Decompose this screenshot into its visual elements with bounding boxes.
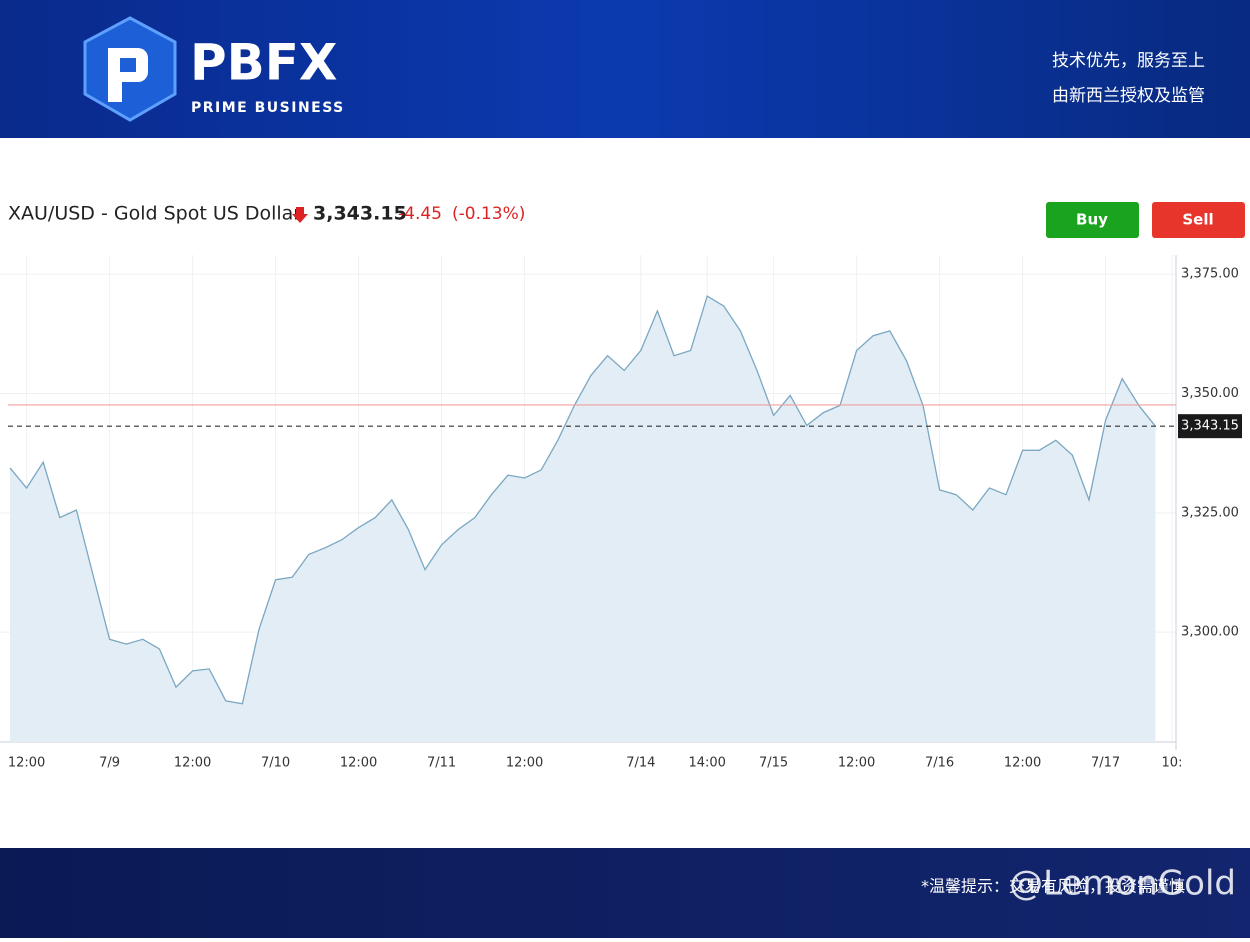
tagline: 技术优先，服务至上 (1052, 51, 1205, 71)
sell-label[interactable]: Sell (1182, 211, 1213, 229)
x-tick-label: 7/14 (626, 756, 655, 771)
buy-button[interactable] (1046, 202, 1139, 238)
footer-notice: *温馨提示：交易有风险，投资需谨慎 (921, 877, 1185, 896)
x-tick-label: 12:00 (1004, 756, 1041, 771)
brand-sub: PRIME BUSINESS (191, 100, 345, 116)
x-tick-label: 12:00 (174, 756, 211, 771)
footer-bg (0, 848, 1250, 938)
last-price-label: 3,343.15 (1181, 419, 1239, 434)
buy-label[interactable]: Buy (1076, 211, 1108, 229)
sell-button[interactable] (1152, 202, 1245, 238)
x-tick-label: 12:00 (340, 756, 377, 771)
watermark: @LemonGold (1009, 864, 1236, 904)
change: -4.45 (398, 204, 442, 224)
x-tick-label: 14:00 (688, 756, 725, 771)
y-tick-label: 3,325.00 (1181, 505, 1239, 520)
x-tick-label: 7/9 (99, 756, 120, 771)
chart-title: XAU/USD - Gold Spot US Dollar (8, 203, 301, 225)
y-tick-label: 3,375.00 (1181, 267, 1239, 282)
x-tick-label: 7/10 (261, 756, 290, 771)
x-tick-label: 7/11 (427, 756, 456, 771)
last-price-box (1178, 414, 1242, 439)
x-tick-label: 7/15 (759, 756, 788, 771)
price: 3,343.15 (313, 203, 407, 225)
y-tick-label: 3,300.00 (1181, 625, 1239, 640)
x-tick-label: 12:00 (838, 756, 875, 771)
line (9, 295, 1156, 705)
down-arrow (292, 207, 308, 223)
logo (83, 16, 177, 122)
x-tick-label: 12:00 (8, 756, 45, 771)
header-bg (0, 0, 1250, 138)
tagline: 由新西兰授权及监管 (1052, 86, 1205, 106)
x-tick-label: 10: (1162, 756, 1183, 771)
area (10, 296, 1156, 742)
change-pct: (-0.13%) (452, 204, 525, 224)
brand: PBFX (190, 34, 337, 92)
x-tick-label: 12:00 (506, 756, 543, 771)
plot: 3,300.00 3,325.00 3,350.00 3,375.00 12:00 7/9… (0, 255, 1242, 771)
x-tick-label: 7/17 (1091, 756, 1120, 771)
x-tick-label: 7/16 (925, 756, 954, 771)
y-tick-label: 3,350.00 (1181, 386, 1239, 401)
